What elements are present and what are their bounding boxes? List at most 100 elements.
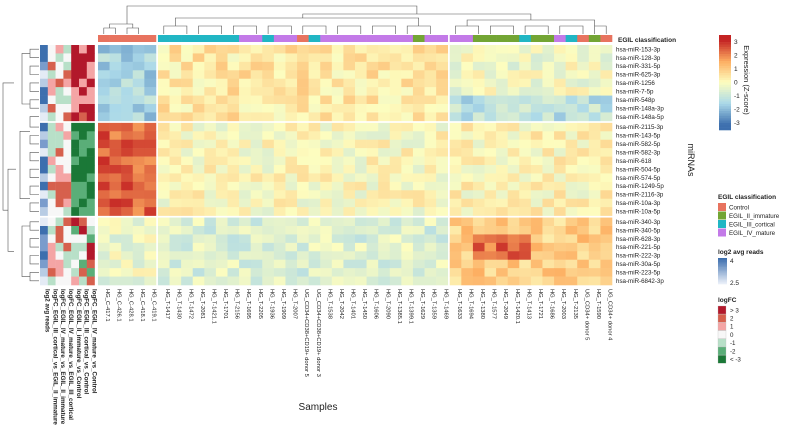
heatmap-cell [472, 198, 485, 208]
heatmap-cell [308, 112, 321, 122]
heatmap-cell [424, 95, 437, 105]
heatmap-cell [98, 78, 110, 88]
class-annotation-cell [412, 35, 425, 42]
heatmap-cell [331, 122, 344, 132]
heatmap-cell [519, 259, 532, 269]
heatmap-cell [554, 165, 566, 174]
heatmap-cell [401, 45, 414, 54]
heatmap-cell [542, 87, 555, 96]
heatmap-cell [121, 217, 134, 227]
class-annotation-cell [192, 35, 205, 42]
expression-legend-swatch [719, 46, 731, 50]
heatmap-cell [542, 131, 555, 141]
heatmap-cell [308, 198, 321, 208]
heatmap-cell [496, 156, 508, 166]
heatmap-cell [98, 181, 110, 191]
row-annotation-cell [86, 217, 95, 227]
row-label: hsa-miR-582-3p [616, 149, 661, 156]
heatmap-cell [144, 207, 157, 216]
heatmap-cell [554, 78, 566, 88]
expression-legend-swatch [719, 68, 731, 71]
heatmap-cell [273, 217, 286, 227]
row-annotation-cell [71, 104, 80, 113]
heatmap-cell [565, 78, 578, 88]
heatmap-cell [530, 87, 543, 96]
row-annotation-label: logFC_EGIL_IV_mature_vs_Control [90, 289, 97, 394]
heatmap-cell [389, 181, 402, 191]
column-label: HG_T-1538 [326, 289, 332, 319]
heatmap-cell [355, 234, 367, 244]
heatmap-cell [262, 173, 275, 183]
heatmap-cell [389, 259, 402, 269]
heatmap-cell [577, 156, 590, 166]
heatmap-cell [331, 45, 344, 54]
row-label: hsa-miR-574-5p [616, 175, 661, 182]
heatmap-cell [297, 53, 309, 63]
class-annotation-cell [449, 35, 462, 42]
row-annotation-cell [55, 70, 64, 80]
heatmap-cell [484, 259, 497, 269]
expression-legend-swatch [719, 61, 731, 64]
expression-legend-swatch [719, 73, 731, 76]
heatmap-cell [577, 190, 590, 200]
row-annotation-cell [71, 139, 80, 149]
heatmap-cell [239, 95, 251, 105]
heatmap-cell [285, 104, 298, 113]
heatmap-cell [98, 156, 110, 166]
heatmap-cell [239, 234, 251, 244]
heatmap-cell [461, 95, 474, 105]
row-annotation-cell [63, 198, 72, 208]
heatmap-cell [565, 61, 578, 71]
heatmap-cell [192, 104, 205, 113]
heatmap-cell [412, 61, 425, 71]
heatmap-cell [308, 45, 321, 54]
heatmap-cell [297, 87, 309, 96]
heatmap-cell [227, 148, 240, 157]
heatmap-cell [401, 234, 414, 244]
heatmap-cell [169, 95, 182, 105]
heatmap-cell [331, 139, 344, 149]
heatmap-cell [132, 95, 145, 105]
heatmap-cell [472, 268, 485, 277]
row-label: hsa-miR-10a-5p [616, 208, 661, 215]
heatmap-cell [343, 234, 356, 244]
row-annotation-cell [86, 45, 95, 54]
heatmap-cell [169, 53, 182, 63]
heatmap-cell [273, 112, 286, 122]
heatmap-cell [121, 95, 134, 105]
heatmap-cell [331, 226, 344, 235]
heatmap-cell [215, 87, 228, 96]
heatmap-cell [250, 181, 263, 191]
heatmap-cell [577, 242, 590, 252]
heatmap-cell [157, 122, 170, 132]
heatmap-cell [519, 226, 532, 235]
heatmap-cell [600, 78, 613, 88]
heatmap-cell [507, 217, 520, 227]
row-annotation-cell [40, 198, 48, 208]
heatmap-cell [297, 148, 309, 157]
row-annotation-cell [71, 122, 80, 132]
heatmap-cell [132, 217, 145, 227]
heatmap-cell [519, 207, 532, 216]
heatmap-cell [588, 198, 601, 208]
class-legend-label: EGIL_II_immature [729, 213, 780, 220]
reads-legend-title: log2 avg reads [718, 249, 764, 256]
heatmap-cell [355, 198, 367, 208]
heatmap-cell [577, 95, 590, 105]
heatmap-cell [600, 207, 613, 216]
heatmap-cell [331, 70, 344, 80]
heatmap-cell [109, 112, 122, 122]
heatmap-cell [355, 45, 367, 54]
heatmap-cell [472, 122, 485, 132]
heatmap-cell [132, 87, 145, 96]
heatmap-cell [484, 112, 497, 122]
heatmap-cell [530, 226, 543, 235]
heatmap-cell [308, 217, 321, 227]
heatmap-cell [449, 173, 462, 183]
heatmap-cell [132, 251, 145, 261]
heatmap-cell [554, 131, 566, 141]
column-label: HG_T-2090 [384, 289, 390, 319]
heatmap-cell [308, 87, 321, 96]
heatmap-cell [132, 104, 145, 113]
